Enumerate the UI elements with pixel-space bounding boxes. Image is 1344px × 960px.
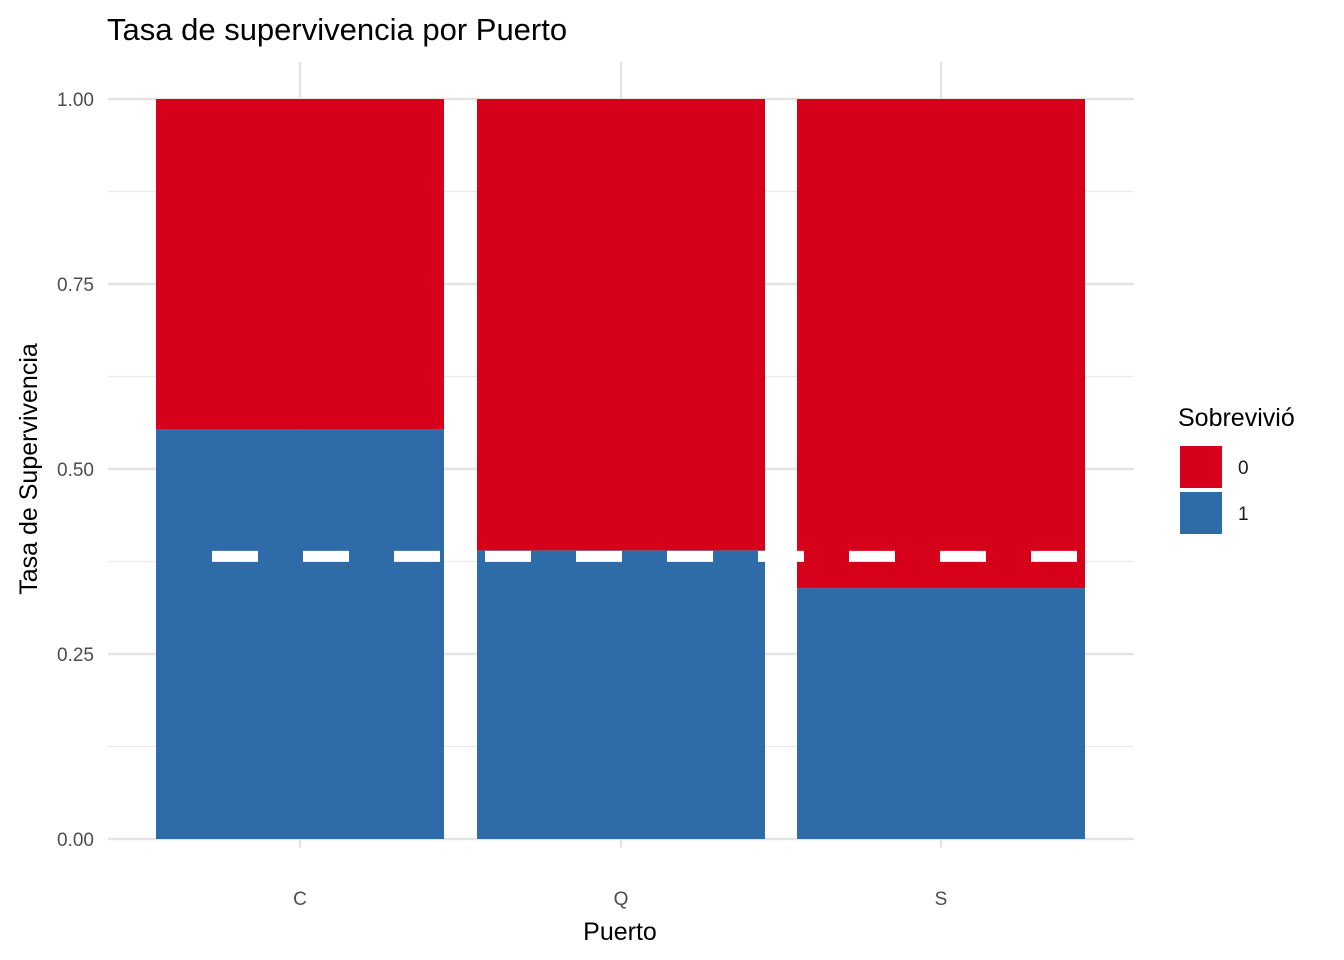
x-tick-label: Q — [614, 889, 629, 910]
y-tick-label: 0.50 — [57, 460, 94, 481]
bar-Q-sobrevivio-1 — [477, 550, 765, 839]
legend-title: Sobrevivió — [1178, 404, 1295, 432]
bar-C-sobrevivio-1 — [156, 429, 444, 839]
legend: Sobrevivió 0 1 — [1178, 404, 1295, 534]
bar-S-sobrevivio-0 — [797, 99, 1085, 589]
bar-C-sobrevivio-0 — [156, 99, 444, 430]
bar-S-sobrevivio-1 — [797, 588, 1085, 839]
legend-swatch-0 — [1180, 446, 1222, 488]
x-tick-label: S — [935, 889, 948, 910]
y-tick-label: 0.25 — [57, 645, 94, 666]
legend-label-1: 1 — [1238, 504, 1249, 525]
bar-Q-sobrevivio-0 — [477, 99, 765, 551]
legend-label-0: 0 — [1238, 458, 1249, 479]
bars — [156, 99, 1085, 839]
x-axis-title: Puerto — [583, 918, 657, 946]
y-tick-label: 0.00 — [57, 830, 94, 851]
chart-title: Tasa de supervivencia por Puerto — [107, 12, 567, 47]
legend-swatch-1 — [1180, 492, 1222, 534]
y-tick-label: 0.75 — [57, 275, 94, 296]
x-tick-label: C — [293, 889, 307, 910]
y-tick-label: 1.00 — [57, 90, 94, 111]
y-axis-title: Tasa de Supervivencia — [15, 343, 43, 595]
y-axis-ticks: 0.00 0.25 0.50 0.75 1.00 — [57, 90, 94, 851]
